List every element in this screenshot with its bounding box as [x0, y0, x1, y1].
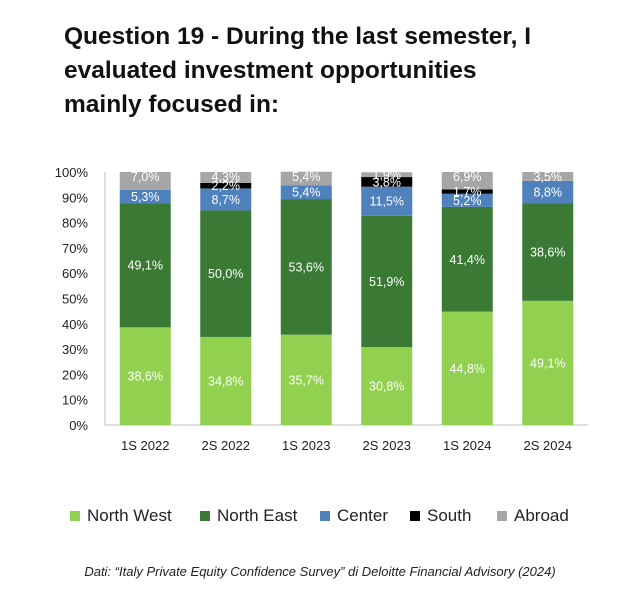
data-label: 1,9%: [373, 168, 402, 182]
y-tick-label: 20%: [62, 367, 88, 382]
data-label: 5,4%: [292, 170, 321, 184]
bar-segment: [441, 206, 493, 312]
y-tick-label: 10%: [62, 393, 88, 408]
data-label: 50,0%: [208, 267, 243, 281]
bar-segment: [200, 182, 252, 189]
bar-segment: [441, 189, 493, 194]
data-label: 3,8%: [373, 175, 402, 189]
data-label: 7,0%: [131, 170, 160, 184]
x-tick-label: 2S 2024: [524, 438, 572, 453]
bar-segment: [200, 188, 252, 211]
legend-item: North West: [70, 505, 172, 527]
data-label: 38,6%: [128, 370, 163, 384]
legend-label: South: [427, 506, 472, 525]
bar-segment: [280, 185, 332, 200]
legend-item: Center: [320, 505, 388, 527]
y-tick-label: 50%: [62, 292, 88, 307]
data-label: 49,1%: [530, 356, 565, 370]
y-tick-label: 0%: [69, 418, 88, 433]
data-label: 5,3%: [131, 190, 160, 204]
x-tick-label: 2S 2022: [202, 438, 250, 453]
legend-label: Center: [337, 506, 389, 525]
bar-segment: [441, 311, 493, 425]
bar-segment: [200, 172, 252, 183]
bar-segment: [200, 336, 252, 425]
x-tick-label: 1S 2023: [282, 438, 330, 453]
bar-segment: [200, 210, 252, 337]
data-label: 35,7%: [289, 373, 324, 387]
bar-segment: [361, 177, 413, 187]
data-label: 44,8%: [450, 362, 485, 376]
data-label: 41,4%: [450, 253, 485, 267]
bar-segment: [361, 172, 413, 178]
data-label: 53,6%: [289, 260, 324, 274]
legend: North West North East Center South Abroad: [0, 505, 640, 529]
bar-segment: [522, 180, 574, 204]
y-tick-label: 40%: [62, 317, 88, 332]
data-label: 49,1%: [128, 259, 163, 273]
legend-swatch: [410, 511, 420, 521]
y-tick-label: 30%: [62, 342, 88, 357]
legend-item: South: [410, 505, 471, 527]
data-label: 34,8%: [208, 374, 243, 388]
y-tick-label: 90%: [62, 190, 88, 205]
data-label: 5,2%: [453, 194, 482, 208]
bar-segment: [522, 172, 574, 181]
bars: 38,6% 49,1% 5,3% 7,0% 34,8% 50,0% 8,7%2,2%4,3%…: [119, 168, 574, 425]
data-label: 4,3%: [212, 170, 241, 184]
bar-segment: [119, 327, 171, 425]
x-axis: 1S 2022 2S 2022 1S 2023 2S 2023 1S 2024 2S 20…: [105, 424, 588, 453]
bar-segment: [441, 193, 493, 207]
bar-segment: [361, 186, 413, 216]
data-label: 38,6%: [530, 245, 565, 259]
legend-label: Abroad: [514, 506, 569, 525]
bar-segment: [441, 172, 493, 190]
stacked-bar-chart: 0% 10% 20% 30% 40% 50% 60% 70% 80% 90% 100% 1S 202…: [55, 165, 588, 453]
bar-segment: [119, 172, 171, 190]
bar-segment: [522, 300, 574, 425]
data-label: 2,2%: [212, 179, 241, 193]
x-tick-label: 1S 2022: [121, 438, 169, 453]
data-label: 8,8%: [534, 185, 563, 199]
bar-segment: [522, 203, 574, 301]
bar-segment: [361, 347, 413, 425]
legend-swatch: [497, 511, 507, 521]
bar-segment: [280, 171, 332, 186]
y-axis: 0% 10% 20% 30% 40% 50% 60% 70% 80% 90% 100%: [55, 165, 106, 433]
legend-swatch: [320, 511, 330, 521]
data-label: 3,5%: [534, 170, 563, 184]
data-label: 5,4%: [292, 186, 321, 200]
data-label: 8,7%: [212, 193, 241, 207]
y-tick-label: 80%: [62, 216, 88, 231]
source-note: Dati: “Italy Private Equity Confidence S…: [84, 564, 556, 579]
title-line-1: Question 19 - During the last semester, …: [64, 23, 531, 50]
data-label: 1,7%: [453, 185, 482, 199]
legend-item: Abroad: [497, 505, 569, 527]
data-label: 30,8%: [369, 380, 404, 394]
y-tick-label: 70%: [62, 241, 88, 256]
x-tick-label: 2S 2023: [363, 438, 411, 453]
bar-segment: [280, 334, 332, 425]
data-label: 51,9%: [369, 275, 404, 289]
title-line-3: mainly focused in:: [64, 91, 280, 118]
data-label: 11,5%: [369, 195, 404, 209]
chart-title: Question 19 - During the last semester, …: [64, 20, 624, 122]
bar-segment: [119, 203, 171, 328]
legend-item: North East: [200, 505, 297, 527]
x-tick-label: 1S 2024: [443, 438, 491, 453]
data-label: 6,9%: [453, 170, 482, 184]
title-line-2: evaluated investment opportunities: [64, 57, 477, 84]
bar-segment: [280, 199, 332, 335]
legend-swatch: [70, 511, 80, 521]
y-tick-label: 60%: [62, 266, 88, 281]
y-tick-label: 100%: [55, 165, 89, 180]
legend-label: North West: [87, 506, 172, 525]
bar-segment: [361, 215, 413, 348]
legend-label: North East: [217, 506, 298, 525]
bar-segment: [119, 189, 171, 204]
legend-swatch: [200, 511, 210, 521]
